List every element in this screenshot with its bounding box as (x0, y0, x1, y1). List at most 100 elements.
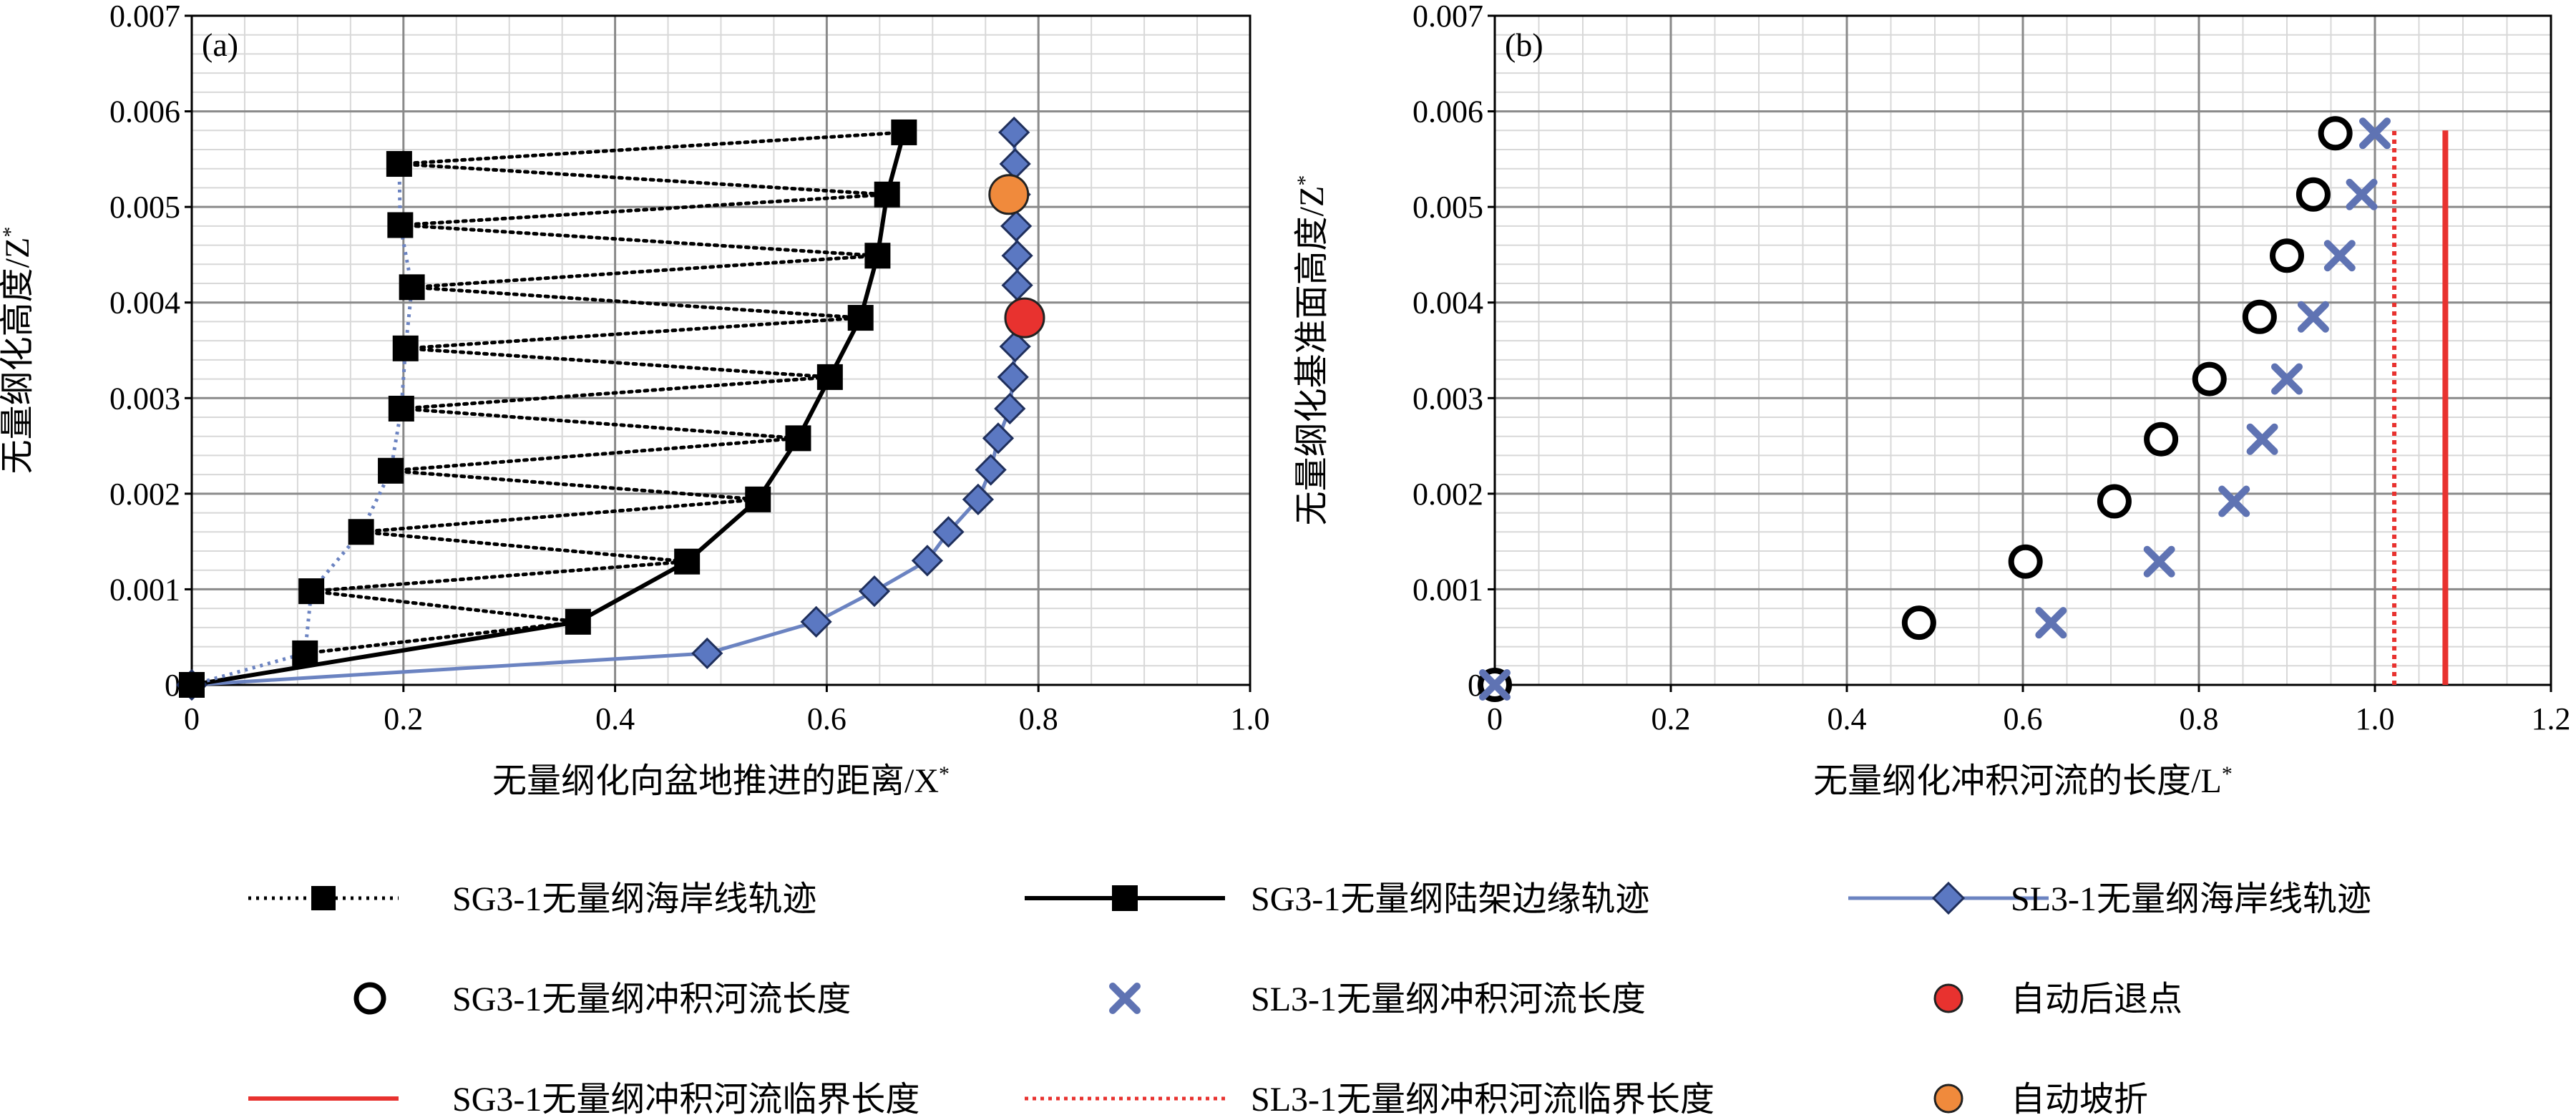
a-shoreline-square-point (298, 578, 325, 605)
legend-label: 自动后退点 (2011, 980, 2182, 1018)
a-link-line (359, 530, 689, 564)
b-y-tick-label: 0.006 (1413, 94, 1483, 130)
a-sl-diamond-point (975, 454, 1007, 486)
legend-label: SG3-1无量纲陆架边缘轨迹 (1251, 880, 1649, 918)
b-sl-x-point (2218, 485, 2250, 517)
b-y-axis-label-sup: * (1293, 175, 1317, 186)
a-x-tick-label: 0.4 (595, 701, 635, 736)
b-sl-x-point (2323, 240, 2356, 272)
b-sl-x-point (2359, 117, 2391, 150)
a-special-point (1004, 297, 1045, 339)
a-special-point (988, 174, 1030, 215)
a-series-sg-shoreline-line (191, 163, 414, 687)
a-link-line (398, 223, 879, 258)
a-shelf-square-point (816, 364, 843, 390)
a-link-line (398, 193, 889, 228)
b-sl-x-point (2143, 545, 2175, 578)
a-link-line (410, 285, 863, 320)
legend-symbol-open-circle (353, 982, 386, 1015)
a-shoreline-square-point (348, 519, 374, 545)
legend-diamond-marker (1931, 881, 1966, 915)
a-link-line (410, 253, 879, 289)
a-shelf-square-point (565, 608, 591, 635)
a-shoreline-square-point (399, 274, 425, 301)
a-sl-diamond-point (858, 575, 891, 608)
a-x-axis-label: 无量纲化向盆地推进的距离/X* (492, 762, 950, 801)
a-shoreline-square-point (292, 640, 318, 666)
legend-symbol-blue-x (1109, 983, 1141, 1014)
b-y-tick-label: 0.004 (1413, 286, 1483, 321)
a-sl-diamond-point (1001, 240, 1033, 272)
legend-label: SL3-1无量纲冲积河流临界长度 (1251, 1081, 1714, 1115)
a-sl-diamond-point (911, 545, 944, 577)
legend-label: SG3-1无量纲冲积河流临界长度 (452, 1081, 919, 1115)
b-sl-x-point (2271, 363, 2303, 395)
a-shelf-square-point (874, 181, 900, 208)
b-sl-x-point (2346, 178, 2378, 210)
b-y-tick-label: 0.007 (1413, 0, 1483, 34)
a-sl-diamond-point (800, 605, 832, 638)
b-sl-x-point (1479, 669, 1511, 701)
legend-symbol-solid-square (1025, 885, 1225, 911)
a-shelf-square-point (891, 119, 917, 145)
a-shelf-square-point (745, 486, 771, 512)
a-y-tick-label: 0.007 (109, 0, 180, 34)
a-link-line (404, 346, 832, 379)
a-y-tick-label: 0.003 (109, 381, 180, 416)
a-shelf-square-point (847, 305, 874, 331)
b-y-tick-label: 0 (1468, 668, 1483, 703)
a-y-tick-label: 0.004 (109, 286, 180, 321)
a-shoreline-square-point (388, 395, 414, 422)
a-x-axis-label-sup: * (939, 762, 950, 786)
legend-label: SG3-1无量纲海岸线轨迹 (452, 880, 816, 918)
a-x-tick-label: 0.2 (384, 701, 423, 736)
b-y-tick-label: 0.003 (1413, 381, 1483, 416)
legend-symbol-orange-dot (1933, 1084, 1963, 1114)
a-shoreline-square-point (386, 151, 412, 177)
legend-symbol-solid-diamond (1848, 881, 2049, 915)
a-sl-diamond-point (982, 422, 1015, 454)
b-sl-x-point (2246, 423, 2278, 455)
b-sg-circle-point (2242, 299, 2277, 334)
a-link-line (309, 560, 689, 593)
a-plot-frame (190, 14, 1252, 686)
b-x-tick-label: 0.6 (2004, 701, 2043, 736)
panel-a-chart: 0 0.2 0.4 0.6 0.8 1.0 0 0.001 0.002 0.003 0.004 0.0… (0, 0, 1270, 800)
a-y-tick-label: 0 (165, 668, 180, 703)
legend-red-dot (1933, 983, 1963, 1013)
a-sl-diamond-point (1001, 269, 1033, 301)
a-link-line (404, 316, 863, 351)
b-sg-circle-point (2318, 116, 2353, 151)
b-sg-circle-point (1901, 605, 1936, 641)
a-shoreline-square-point (387, 212, 414, 238)
a-sl-diamond-point (962, 483, 995, 515)
a-panel-label: (a) (202, 26, 238, 63)
a-x-tick-label: 0.6 (807, 701, 847, 736)
a-y-axis-label: 无量纲化高度/Z* (0, 227, 36, 474)
b-sg-circle-point (2008, 544, 2043, 579)
legend-x-marker (1109, 983, 1141, 1014)
b-panel-label: (b) (1505, 26, 1543, 63)
a-x-tick-label: 1.0 (1231, 701, 1270, 736)
b-sl-x-point (2035, 607, 2067, 639)
b-x-tick-label: 0.4 (1828, 701, 1867, 736)
a-sl-diamond-point (691, 637, 723, 670)
a-shelf-square-point (785, 425, 811, 452)
legend-circle-marker (353, 982, 386, 1015)
a-y-tick-label: 0.006 (109, 94, 180, 130)
a-shoreline-square-point (378, 457, 404, 484)
b-sg-circle-point (2192, 361, 2227, 396)
a-x-tick-label: 0.8 (1019, 701, 1058, 736)
b-sg-circle-point (2144, 422, 2179, 457)
b-x-tick-label: 0.8 (2180, 701, 2219, 736)
a-y-tick-label: 0.005 (109, 190, 180, 225)
a-y-axis-label-sup: * (0, 227, 22, 238)
b-y-tick-label: 0.001 (1413, 572, 1483, 607)
legend-label: SL3-1无量纲海岸线轨迹 (2011, 880, 2371, 918)
legend-label: SG3-1无量纲冲积河流长度 (452, 980, 851, 1018)
a-link-line (399, 375, 832, 411)
a-link-line (389, 436, 800, 473)
legend-symbol-red-dot (1933, 983, 1963, 1013)
a-sl-diamond-point (994, 392, 1026, 425)
a-series-shelf-line (191, 132, 907, 687)
